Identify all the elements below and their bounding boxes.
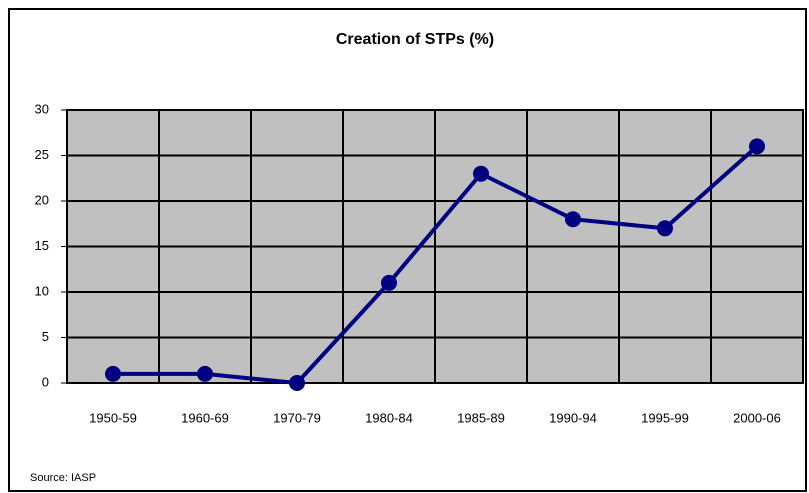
y-tick-label: 30 bbox=[35, 101, 49, 116]
y-tick-label: 5 bbox=[42, 329, 49, 344]
chart-title: Creation of STPs (%) bbox=[336, 31, 494, 48]
y-tick-label: 0 bbox=[42, 374, 49, 389]
marker bbox=[197, 365, 213, 382]
marker bbox=[565, 211, 581, 228]
marker bbox=[105, 365, 121, 382]
x-tick-label: 1970-79 bbox=[273, 410, 321, 425]
y-tick-label: 15 bbox=[35, 238, 49, 253]
x-tick-label: 2000-06 bbox=[733, 410, 781, 425]
y-tick-label: 10 bbox=[35, 283, 49, 298]
x-tick-label: 1995-99 bbox=[641, 410, 689, 425]
marker bbox=[381, 274, 397, 291]
marker bbox=[473, 165, 489, 182]
marker bbox=[657, 220, 673, 237]
x-tick-label: 1990-94 bbox=[549, 410, 597, 425]
x-tick-label: 1950-59 bbox=[89, 410, 137, 425]
x-tick-label: 1960-69 bbox=[181, 410, 229, 425]
marker bbox=[289, 375, 305, 391]
y-tick-label: 25 bbox=[35, 147, 49, 162]
y-tick-label: 20 bbox=[35, 192, 49, 207]
source-note: Source: IASP bbox=[30, 472, 96, 484]
marker bbox=[749, 138, 765, 155]
x-tick-label: 1980-84 bbox=[365, 410, 413, 425]
x-tick-label: 1985-89 bbox=[457, 410, 505, 425]
line bbox=[113, 144, 759, 386]
